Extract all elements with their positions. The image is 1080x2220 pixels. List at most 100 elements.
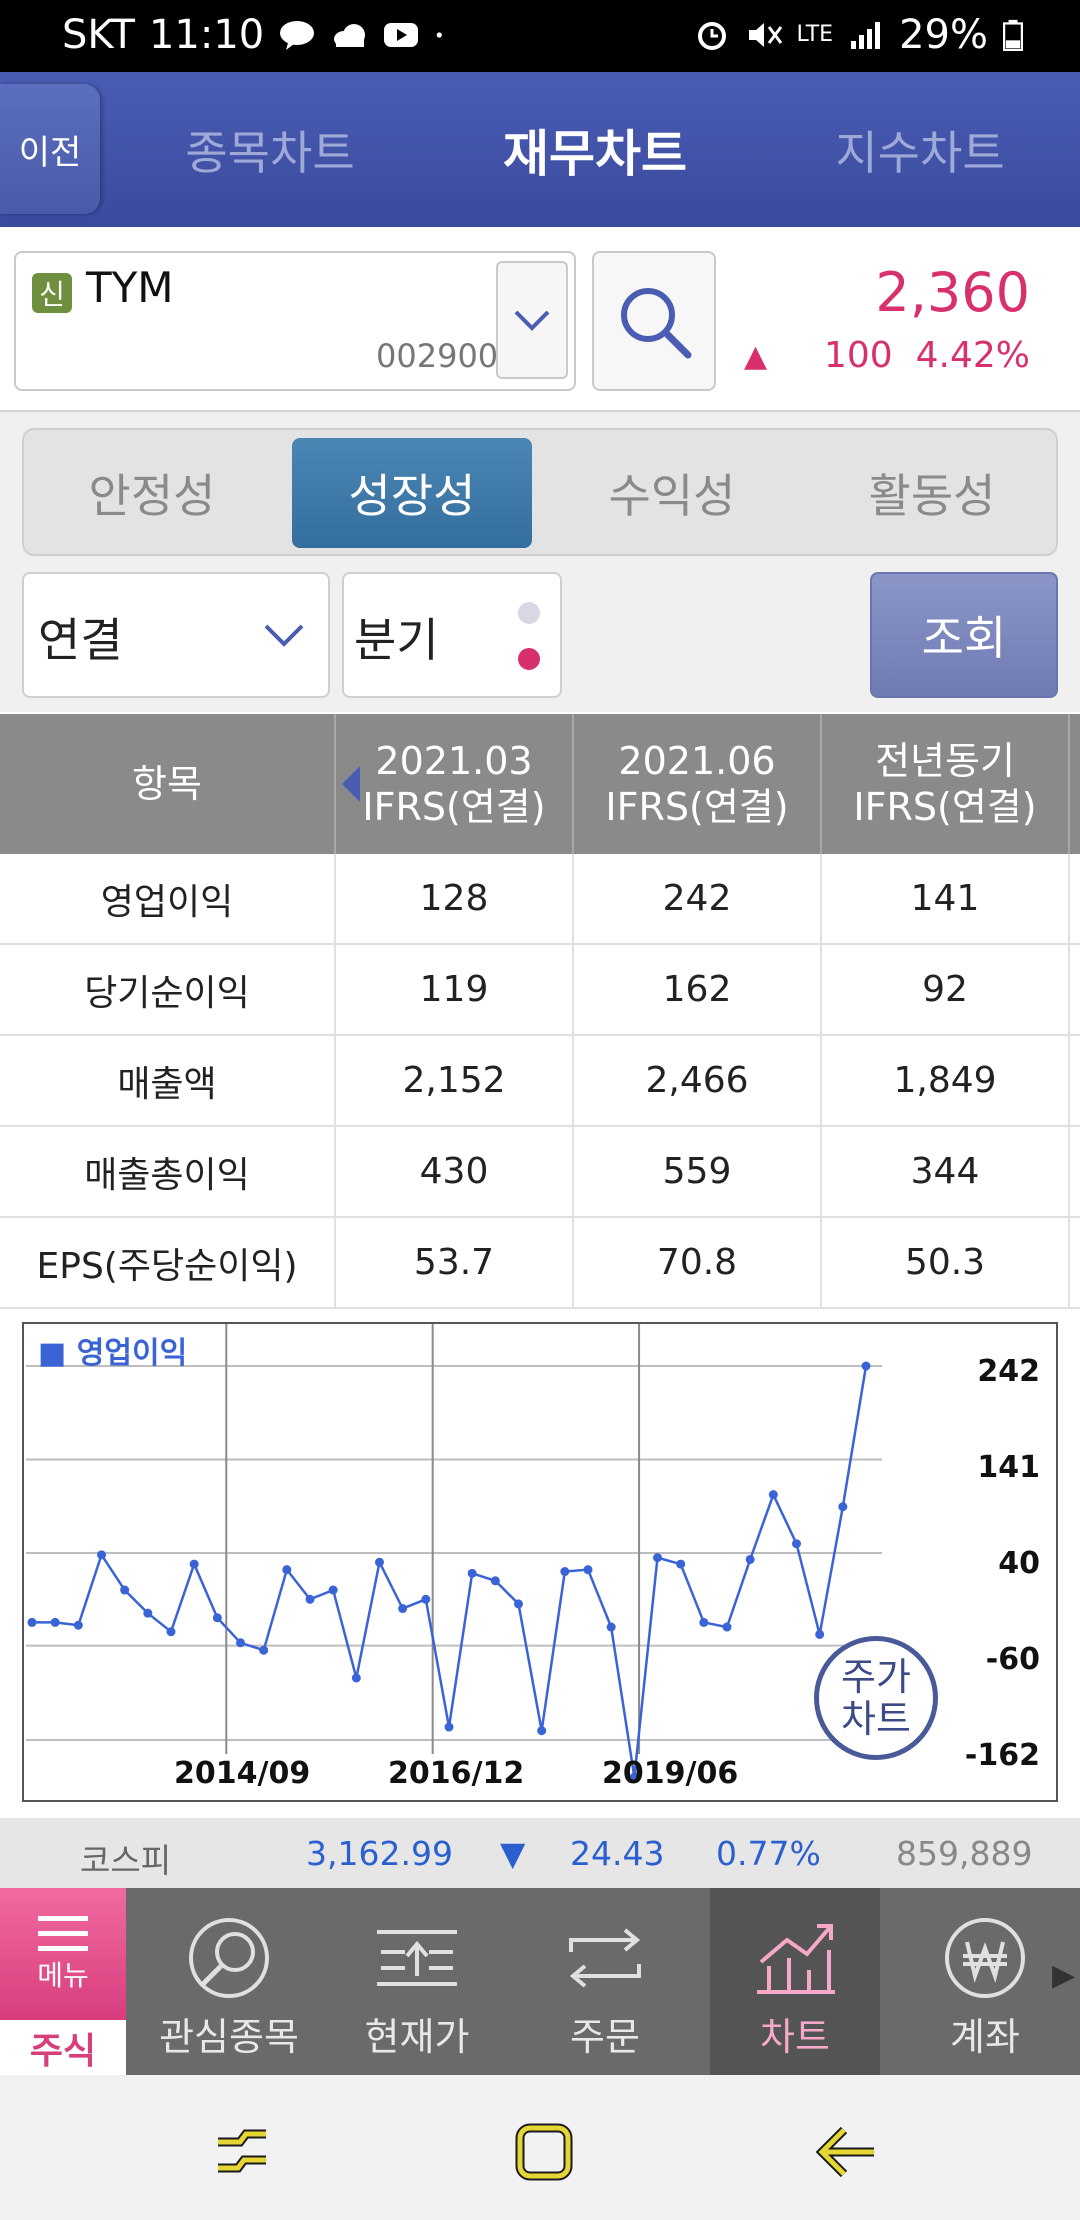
price-chart-button-line2: 차트 [841,1697,911,1741]
segment-activity[interactable]: 활동성 [868,469,996,523]
legend-series-name: 영업이익 [76,1336,188,1371]
nav-label: 계좌 [950,2015,1020,2059]
row-label: EPS(주당순이익) [0,1218,336,1307]
back-button[interactable]: 이전 [0,84,100,214]
data-point [653,1553,662,1563]
table-cell: 242 [574,854,822,943]
data-point [27,1617,37,1627]
chart-canvas [26,1324,882,1782]
stock-info-row: 신 TYM 002900 2,360 ▲ 100 4.42% [0,227,1080,412]
carrier-label: SKT [62,12,135,58]
period-value: 분기 [354,613,439,667]
data-point [606,1622,616,1632]
segment-profitability[interactable]: 수익성 [608,469,736,523]
tab-stock-chart[interactable]: 종목차트 [185,125,355,180]
home-icon[interactable] [512,2120,576,2184]
stock-dropdown-button[interactable] [496,261,568,379]
header-period-label: 2021.06 [618,739,776,783]
quarter-option-dot[interactable] [518,648,540,670]
table-cell: 559 [574,1127,822,1216]
stock-selector[interactable]: 신 TYM 002900 [14,251,576,391]
data-point [259,1645,269,1655]
column-header-2021-06: 2021.06 IFRS(연결) [574,714,822,854]
data-point [745,1554,755,1564]
system-navigation-bar [0,2075,1080,2220]
header-basis-label: IFRS(연결) [605,785,789,829]
data-point [629,1772,639,1782]
x-tick-label: 2014/09 [174,1756,311,1791]
header-period-label: 전년동기 [875,739,1015,783]
nav-watchlist[interactable]: 관심종목 [144,1888,314,2075]
header-basis-label: IFRS(연결) [853,785,1037,829]
data-point [282,1565,292,1575]
column-header-item: 항목 [0,714,336,854]
search-button[interactable] [592,251,716,391]
data-point [722,1622,732,1632]
annual-option-dot[interactable] [518,602,540,624]
table-cell: 344 [822,1127,1070,1216]
market-label: 주식 [29,2030,97,2072]
stock-price-chart-button[interactable]: 주가 차트 [814,1636,938,1760]
query-button[interactable]: 조회 [870,572,1058,698]
segment-stability[interactable]: 안정성 [88,469,216,523]
battery-percent: 29% [899,12,988,58]
data-point [699,1617,709,1627]
network-type: LTE [796,22,834,47]
recent-apps-icon[interactable] [210,2120,274,2184]
tab-financial-chart[interactable]: 재무차트 [503,124,687,183]
table-row: 매출액 2,152 2,466 1,849 [0,1036,1080,1127]
tab-index-chart[interactable]: 지수차트 [835,125,1005,180]
won-currency-icon [945,1918,1025,1998]
menu-button[interactable]: 메뉴 주식 [0,1888,126,2075]
table-cell: 50.3 [822,1218,1070,1307]
nav-account[interactable]: 계좌 [900,1888,1070,2075]
data-point [166,1627,176,1637]
data-point [189,1559,199,1569]
new-badge: 신 [32,273,72,313]
x-tick-label: 2016/12 [388,1756,525,1791]
data-point [467,1568,477,1578]
row-label: 매출총이익 [0,1127,336,1216]
analysis-segment-control: 안정성 성장성 수익성 활동성 [22,428,1058,556]
data-point [490,1576,500,1586]
table-cell: 92 [822,945,1070,1034]
back-arrow-icon[interactable] [812,2120,882,2184]
consolidation-value: 연결 [38,613,123,667]
price-change-percent: 4.42% [915,335,1030,376]
data-point [143,1608,153,1618]
data-point [560,1567,570,1577]
table-cell: 1,849 [822,1036,1070,1125]
data-point [537,1726,547,1736]
table-cell: 430 [336,1127,574,1216]
kospi-volume: 859,889 [896,1834,1033,1873]
youtube-icon [384,23,419,47]
kospi-ticker[interactable]: 코스피 3,162.99 ▼ 24.43 0.77% 859,889 [0,1818,1080,1888]
nav-quote[interactable]: 현재가 [332,1888,502,2075]
table-header: 항목 2021.03 IFRS(연결) 2021.06 IFRS(연결) 전년동… [0,714,1080,854]
nav-label: 관심종목 [159,2015,299,2059]
scroll-left-icon[interactable] [336,762,364,806]
status-bar: SKT 11:10 LTE 29% [0,0,1080,72]
data-point [97,1550,106,1560]
header-item-label: 항목 [132,762,202,806]
bottom-navigation: 메뉴 주식 관심종목 현재가 주문 차트 계좌 ▶ [0,1888,1080,2075]
stock-code: 002900 [376,337,499,375]
nav-order[interactable]: 주문 [520,1888,690,2075]
chart-icon [757,1924,835,1994]
y-tick-label: 141 [977,1450,1040,1485]
consolidation-select[interactable]: 연결 [22,572,330,698]
nav-chart[interactable]: 차트 [710,1888,880,2075]
data-point [514,1599,523,1609]
table-row: 영업이익 128 242 141 [0,854,1080,945]
nav-more-arrow-icon[interactable]: ▶ [1052,1958,1076,1993]
battery-icon [1003,19,1023,51]
row-label: 매출액 [0,1036,336,1125]
data-point [351,1673,361,1683]
y-tick-label: -60 [985,1642,1040,1677]
period-select[interactable]: 분기 [342,572,562,698]
data-point [236,1638,245,1648]
column-header-prior-year: 전년동기 IFRS(연결) [822,714,1070,854]
x-tick-label: 2019/06 [602,1756,739,1791]
segment-growth[interactable]: 성장성 [292,438,532,548]
nav-label: 현재가 [364,2015,470,2059]
